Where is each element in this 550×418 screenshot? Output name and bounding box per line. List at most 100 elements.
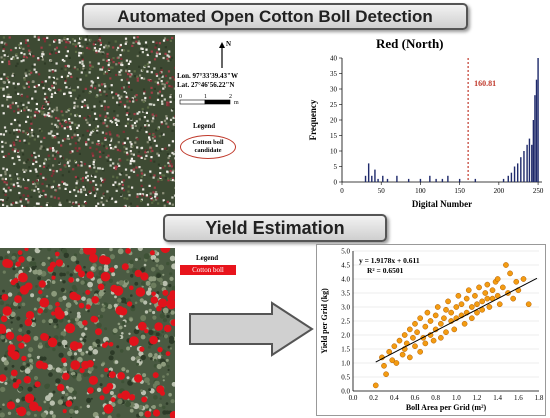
photo-top-pixel [116,134,119,137]
scatter-point [453,304,460,310]
photo-top-pixel [140,179,143,182]
photo-top-pixel [167,55,171,58]
photo-top-pixel [121,49,124,52]
photo-top-pixel [75,113,78,116]
photo-bottom-leaf [86,298,92,304]
photo-bottom-boll [69,291,78,301]
photo-bottom-leaf [139,359,142,362]
photo-top-pixel [58,187,61,190]
photo-top-pixel [43,40,47,43]
photo-top-pixel [161,174,164,177]
photo-top-pixel [2,36,5,39]
hist-bar [535,79,538,182]
photo-top-pixel [24,186,27,190]
photo-top-pixel [93,118,96,121]
photo-top-pixel [97,204,100,207]
hist-bar [516,163,519,182]
photo-bottom-boll [29,401,39,412]
photo-top-pixel [124,168,128,171]
photo-top-pixel [8,60,11,63]
photo-top-pixel [103,83,106,86]
photo-top-pixel [97,140,100,143]
photo-top-pixel [74,164,77,167]
photo-top-pixel [25,160,28,164]
hist-y-tick-label: 0 [334,179,338,187]
photo-top-pixel [163,204,166,207]
photo-top-pixel [149,192,152,195]
photo-top-pixel [171,177,174,180]
photo-bottom-leaf [67,319,71,323]
photo-top-pixel [66,50,69,53]
photo-top-pixel [9,104,12,107]
photo-top-pixel [159,149,162,152]
photo-bottom-leaf [161,330,164,334]
scatter-point [389,357,396,364]
photo-top-pixel [133,70,136,73]
photo-bottom-boll [18,272,28,283]
photo-bottom-leaf [63,252,69,258]
photo-top-pixel [39,110,42,113]
photo-bottom-boll [65,323,76,334]
photo-bottom-leaf [7,250,10,254]
photo-top-pixel [65,86,68,89]
photo-top-pixel [161,148,164,151]
photo-top-pixel [42,189,45,192]
scatter-point [401,332,408,338]
photo-bottom-leaf [59,248,62,251]
photo-top-pixel [18,177,21,180]
photo-top-pixel [72,89,75,92]
photo-top-pixel [20,94,23,97]
photo-top-pixel [117,141,120,144]
photo-top-pixel [88,47,91,50]
scatter-point [393,360,400,366]
photo-top-pixel [160,69,163,72]
photo-top-pixel [54,123,57,126]
photo-top-pixel [1,140,4,143]
photo-top-pixel [97,50,100,53]
photo-top-pixel [73,104,76,107]
photo-top-pixel [51,86,54,89]
photo-top-pixel [17,111,20,114]
photo-top-pixel [72,43,75,46]
photo-top-pixel [47,164,50,167]
photo-bottom-leaf [95,339,101,344]
photo-bottom-leaf [35,285,38,288]
photo-top-pixel [42,105,46,108]
photo-top-pixel [88,71,91,74]
photo-top-pixel [81,62,84,65]
scatter-point [474,301,480,308]
photo-bottom-leaf [169,276,174,281]
photo-bottom-leaf [152,315,157,320]
photo-top-pixel [125,66,128,69]
scatter-point [406,326,413,333]
photo-bottom-leaf [162,379,165,382]
photo-top-pixel [10,203,13,206]
photo-top-pixel [92,160,95,164]
photo-bottom-leaf [121,367,126,372]
photo-top-pixel [129,150,132,153]
photo-top-pixel [13,110,16,113]
photo-bottom-leaf [98,290,104,297]
scatter-x-tick-label: 0.8 [431,394,440,402]
photo-top-pixel [16,56,19,60]
photo-top-pixel [173,123,175,127]
photo-top-pixel [24,141,27,144]
photo-top-pixel [34,156,37,159]
photo-bottom-boll [78,302,85,309]
photo-top-pixel [105,72,108,75]
photo-top-pixel [60,75,63,78]
photo-top-pixel [146,141,149,144]
photo-bottom-leaf [72,390,77,396]
photo-bottom-leaf [87,309,90,313]
photo-top-pixel [12,74,16,77]
photo-top-pixel [34,99,37,102]
photo-top-pixel [100,201,103,204]
photo-top-pixel [29,109,32,112]
photo-bottom-boll [128,394,136,401]
scatter-point [383,371,389,378]
photo-bottom-leaf [43,400,47,404]
photo-top-pixel [153,116,156,119]
hist-bar [513,166,516,182]
photo-top-pixel [146,150,149,154]
photo-top-pixel [92,48,95,52]
